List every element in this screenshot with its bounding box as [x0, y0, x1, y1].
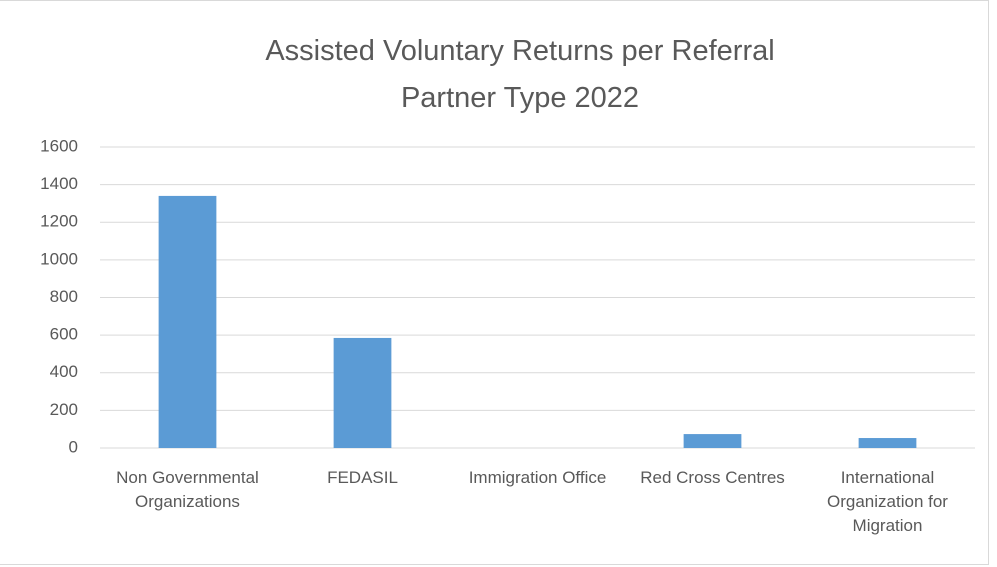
- y-tick-label: 0: [69, 437, 78, 456]
- bar: [158, 195, 217, 448]
- x-tick-label: International Organization for Migration: [827, 468, 948, 535]
- y-tick-label: 400: [50, 362, 78, 381]
- x-tick-label: FEDASIL: [327, 468, 398, 487]
- y-tick-label: 1600: [40, 136, 78, 155]
- bar: [683, 434, 742, 448]
- y-tick-label: 1000: [40, 249, 78, 268]
- y-tick-label: 800: [50, 287, 78, 306]
- bar: [333, 337, 392, 448]
- x-tick-label: Immigration Office: [468, 468, 607, 487]
- y-tick-label: 1400: [40, 174, 78, 193]
- x-tick-label: Red Cross Centres: [640, 468, 785, 487]
- bar: [858, 438, 917, 448]
- y-tick-label: 1200: [40, 212, 78, 231]
- chart-title: Assisted Voluntary Returns per Referral …: [265, 35, 775, 114]
- x-tick-label: Non Governmental Organizations: [116, 468, 259, 511]
- y-tick-label: 600: [50, 325, 78, 344]
- y-tick-label: 200: [50, 400, 78, 419]
